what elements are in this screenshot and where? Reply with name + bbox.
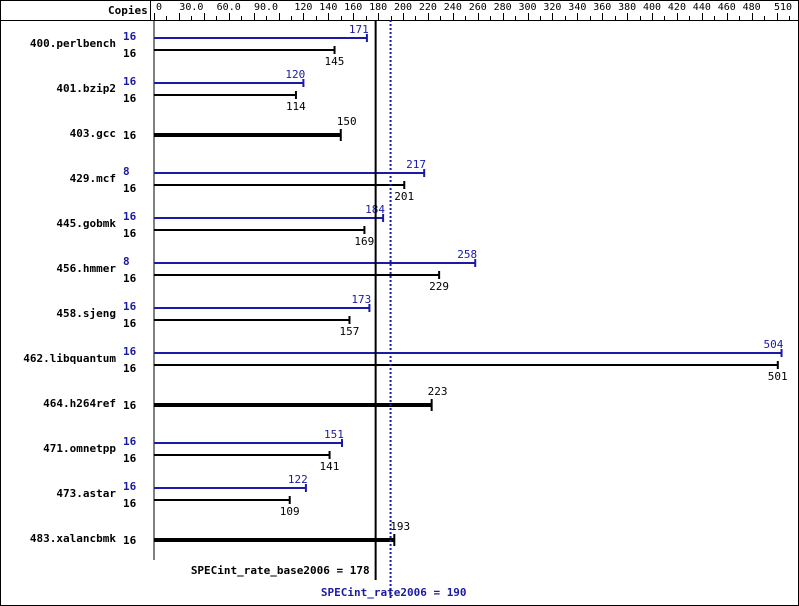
peak-reference-label: SPECint_rate2006 = 190 xyxy=(321,586,467,599)
base-value-label: 169 xyxy=(354,235,374,248)
peak-value-label: 122 xyxy=(288,473,308,486)
tick-label: 30.0 xyxy=(179,2,203,13)
tick-label: 220 xyxy=(419,2,437,13)
tick-label: 160 xyxy=(344,2,362,13)
peak-copies: 16 xyxy=(123,300,137,313)
tick-label: 200 xyxy=(394,2,412,13)
tick-label: 0 xyxy=(156,2,162,13)
base-value-label: 114 xyxy=(286,100,306,113)
peak-copies: 16 xyxy=(123,435,137,448)
peak-value-label: 173 xyxy=(351,293,371,306)
peak-copies: 8 xyxy=(123,165,130,178)
tick-label: 380 xyxy=(618,2,636,13)
base-copies: 16 xyxy=(123,497,137,510)
base-copies: 16 xyxy=(123,399,137,412)
tick-label: 280 xyxy=(494,2,512,13)
tick-label: 120 xyxy=(294,2,312,13)
base-copies: 16 xyxy=(123,182,137,195)
base-value-label: 201 xyxy=(394,190,414,203)
base-value-label: 193 xyxy=(390,520,410,533)
benchmark-label: 400.perlbench xyxy=(30,37,116,50)
base-value-label: 229 xyxy=(429,280,449,293)
peak-value-label: 217 xyxy=(406,158,426,171)
tick-label: 140 xyxy=(319,2,337,13)
base-value-label: 501 xyxy=(768,370,788,383)
base-copies: 16 xyxy=(123,534,137,547)
peak-copies: 16 xyxy=(123,30,137,43)
base-copies: 16 xyxy=(123,362,137,375)
peak-value-label: 120 xyxy=(285,68,305,81)
benchmark-label: 401.bzip2 xyxy=(56,82,116,95)
base-copies: 16 xyxy=(123,452,137,465)
benchmark-label: 462.libquantum xyxy=(23,352,116,365)
tick-label: 300 xyxy=(518,2,536,13)
benchmark-label: 458.sjeng xyxy=(56,307,116,320)
benchmark-label: 445.gobmk xyxy=(56,217,116,230)
peak-copies: 16 xyxy=(123,480,137,493)
base-value-label: 157 xyxy=(339,325,359,338)
copies-header: Copies xyxy=(108,4,148,17)
tick-label: 400 xyxy=(643,2,661,13)
benchmark-label: 429.mcf xyxy=(70,172,116,185)
base-value-label: 145 xyxy=(325,55,345,68)
base-copies: 16 xyxy=(123,272,137,285)
tick-label: 510 xyxy=(774,2,792,13)
base-value-label: 150 xyxy=(337,115,357,128)
tick-label: 240 xyxy=(444,2,462,13)
benchmark-label: 464.h264ref xyxy=(43,397,116,410)
base-copies: 16 xyxy=(123,227,137,240)
tick-label: 440 xyxy=(693,2,711,13)
base-copies: 16 xyxy=(123,317,137,330)
tick-label: 340 xyxy=(568,2,586,13)
benchmark-label: 471.omnetpp xyxy=(43,442,116,455)
base-value-label: 141 xyxy=(320,460,340,473)
peak-value-label: 171 xyxy=(349,23,369,36)
tick-label: 90.0 xyxy=(254,2,278,13)
tick-label: 460 xyxy=(718,2,736,13)
base-value-label: 223 xyxy=(428,385,448,398)
base-reference-label: SPECint_rate_base2006 = 178 xyxy=(191,564,370,577)
tick-label: 60.0 xyxy=(217,2,241,13)
base-value-label: 109 xyxy=(280,505,300,518)
tick-label: 480 xyxy=(743,2,761,13)
benchmark-label: 403.gcc xyxy=(70,127,116,140)
base-copies: 16 xyxy=(123,129,137,142)
peak-copies: 16 xyxy=(123,210,137,223)
peak-value-label: 258 xyxy=(457,248,477,261)
tick-label: 180 xyxy=(369,2,387,13)
peak-copies: 8 xyxy=(123,255,130,268)
base-copies: 16 xyxy=(123,92,137,105)
benchmark-label: 483.xalancbmk xyxy=(30,532,116,545)
peak-copies: 16 xyxy=(123,345,137,358)
benchmark-label: 456.hmmer xyxy=(56,262,116,275)
tick-label: 360 xyxy=(593,2,611,13)
base-copies: 16 xyxy=(123,47,137,60)
tick-label: 320 xyxy=(543,2,561,13)
tick-label: 260 xyxy=(469,2,487,13)
benchmark-label: 473.astar xyxy=(56,487,116,500)
tick-label: 420 xyxy=(668,2,686,13)
peak-value-label: 504 xyxy=(764,338,784,351)
peak-copies: 16 xyxy=(123,75,137,88)
peak-value-label: 151 xyxy=(324,428,344,441)
